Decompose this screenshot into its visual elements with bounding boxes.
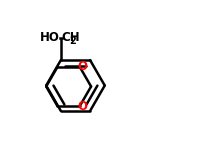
Text: HO: HO <box>39 31 59 44</box>
Text: O: O <box>76 100 86 113</box>
Text: 2: 2 <box>68 36 75 46</box>
Text: O: O <box>77 60 87 73</box>
Text: CH: CH <box>61 31 80 44</box>
